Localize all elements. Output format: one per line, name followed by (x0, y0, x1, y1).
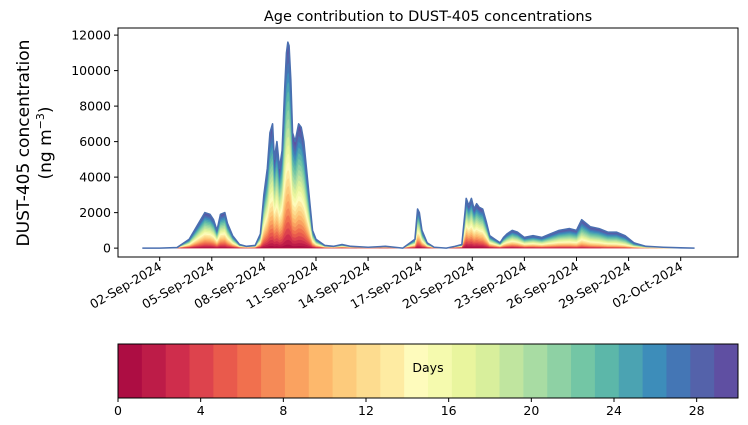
colorbar-frame (117, 343, 739, 399)
y-axis-label-unit-prefix: (ng m (36, 129, 56, 179)
colorbar-cell (475, 344, 501, 398)
colorbar-cell (690, 344, 715, 398)
plot-area (117, 27, 739, 258)
colorbar-cell (141, 344, 167, 398)
colorbar-cell (213, 344, 238, 398)
y-tick-label: 10000 (71, 63, 111, 78)
age-bands (142, 43, 695, 249)
colorbar-cell (261, 344, 286, 398)
chart-title: Age contribution to DUST-405 concentrati… (264, 9, 592, 25)
colorbar-cells (118, 344, 739, 398)
colorbar: Days 0 4 8 12 16 20 24 28 (114, 343, 739, 418)
colorbar-tick-label: 4 (197, 403, 205, 418)
colorbar-ticks: 0 4 8 12 16 20 24 28 (114, 398, 705, 418)
colorbar-cell (284, 344, 310, 398)
colorbar-cell (356, 344, 381, 398)
colorbar-cell (332, 344, 357, 398)
age-band (142, 244, 695, 249)
colorbar-cell (594, 344, 620, 398)
x-axis: 02-Sep-202405-Sep-202408-Sep-202411-Sep-… (87, 257, 685, 312)
y-axis: 0 2000 4000 6000 8000 10000 12000 (71, 28, 118, 256)
colorbar-label: Days (412, 360, 443, 375)
colorbar-cell (523, 344, 548, 398)
y-tick-label: 0 (103, 241, 111, 256)
y-axis-label-line2: (ng m−3) (34, 106, 56, 179)
colorbar-cell (571, 344, 596, 398)
colorbar-tick-label: 16 (441, 403, 457, 418)
y-axis-label-unit-exponent: −3 (34, 113, 47, 129)
y-tick-label: 2000 (79, 205, 111, 220)
y-tick-label: 4000 (79, 170, 111, 185)
colorbar-tick-label: 28 (689, 403, 705, 418)
colorbar-cell (380, 344, 405, 398)
colorbar-cell (428, 344, 453, 398)
colorbar-tick-label: 24 (606, 403, 622, 418)
y-axis-label-line1: DUST-405 concentration (14, 40, 34, 247)
colorbar-cell (666, 344, 691, 398)
y-tick-label: 6000 (79, 134, 111, 149)
colorbar-tick-label: 20 (523, 403, 539, 418)
age-band (142, 239, 695, 249)
colorbar-cell (642, 344, 667, 398)
colorbar-cell (714, 344, 739, 398)
colorbar-cell (618, 344, 644, 398)
y-axis-label-unit-suffix: ) (36, 106, 56, 113)
colorbar-cell (118, 344, 143, 398)
colorbar-cell (451, 344, 477, 398)
total-concentration-line (142, 41, 695, 249)
colorbar-cell (499, 344, 524, 398)
y-tick-label: 12000 (71, 28, 111, 43)
colorbar-cell (165, 344, 191, 398)
colorbar-cell (404, 344, 429, 398)
colorbar-cell (547, 344, 572, 398)
colorbar-tick-label: 12 (358, 403, 374, 418)
colorbar-cell (237, 344, 262, 398)
colorbar-cell (189, 344, 214, 398)
y-axis-label: DUST-405 concentration (ng m−3) (14, 40, 56, 247)
colorbar-tick-label: 8 (279, 403, 287, 418)
plot-frame (117, 27, 739, 258)
colorbar-tick-label: 0 (114, 403, 122, 418)
y-tick-label: 8000 (79, 99, 111, 114)
colorbar-cell (308, 344, 334, 398)
